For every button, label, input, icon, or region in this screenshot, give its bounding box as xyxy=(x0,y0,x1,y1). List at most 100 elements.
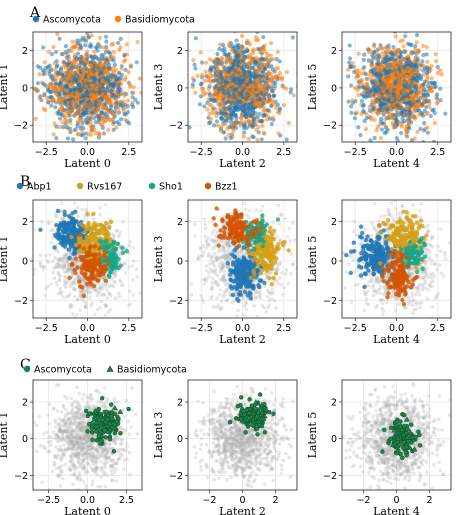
point-background xyxy=(61,261,65,265)
point-ascomycota xyxy=(299,51,303,55)
point-background xyxy=(110,232,114,237)
point-basidiomycota xyxy=(408,150,412,154)
y-tick-label: −2 xyxy=(323,121,337,132)
x-tick-label: 2.5 xyxy=(430,147,445,158)
point-basidiomycota xyxy=(255,137,260,142)
point-background xyxy=(51,270,55,275)
point-background xyxy=(61,256,65,261)
point-ascomycota xyxy=(101,52,106,58)
point-ascomycota xyxy=(377,54,382,59)
point-basidiomycota xyxy=(92,49,97,54)
point-ascomycota xyxy=(438,86,443,91)
point-background xyxy=(81,279,85,284)
point-ascomycota xyxy=(135,100,140,105)
point-background xyxy=(113,275,118,279)
point-basidiomycota xyxy=(205,107,210,112)
point-background xyxy=(108,307,113,312)
point-background xyxy=(64,254,69,258)
point-basidiomycota xyxy=(257,85,262,90)
y-axis-label: Latent 1 xyxy=(0,64,10,111)
point-ascomycota xyxy=(115,77,120,82)
point-ascomycota xyxy=(96,116,101,121)
point-basidiomycota xyxy=(250,51,255,56)
point-ascomycota xyxy=(372,49,377,54)
point-ascomycota xyxy=(346,99,351,104)
point-basidiomycota xyxy=(125,98,130,103)
point-ascomycota xyxy=(68,87,73,93)
point-background xyxy=(87,291,91,295)
point-basidiomycota xyxy=(375,125,380,130)
point-ascomycota xyxy=(69,65,74,70)
point-ascomycota xyxy=(214,83,219,88)
point-background xyxy=(88,295,93,300)
point-basidiomycota xyxy=(254,35,259,40)
point-background xyxy=(127,243,132,248)
point-ascomycota xyxy=(451,116,455,120)
point-basidiomycota xyxy=(68,83,73,88)
x-tick-label: 0.0 xyxy=(80,147,95,158)
point-basidiomycota xyxy=(72,26,76,30)
point-ascomycota xyxy=(111,58,116,63)
point-basidiomycota xyxy=(432,120,437,125)
point-background xyxy=(62,253,66,257)
point-basidiomycota xyxy=(84,117,89,122)
point-ascomycota xyxy=(116,40,121,46)
point-basidiomycota xyxy=(75,119,80,124)
point-basidiomycota xyxy=(275,49,280,55)
point-basidiomycota xyxy=(51,132,56,137)
point-background xyxy=(107,291,112,296)
point-ascomycota xyxy=(361,93,366,99)
point-basidiomycota xyxy=(272,102,277,107)
point-ascomycota xyxy=(229,113,234,118)
point-ascomycota xyxy=(142,67,146,71)
point-basidiomycota xyxy=(429,85,434,90)
point-basidiomycota xyxy=(254,55,259,60)
point-basidiomycota xyxy=(115,103,120,108)
point-ascomycota xyxy=(412,63,417,68)
point-ascomycota xyxy=(213,98,218,103)
point-ascomycota xyxy=(233,87,238,92)
point-ascomycota xyxy=(227,94,232,99)
point-basidiomycota xyxy=(117,47,122,52)
point-ascomycota xyxy=(63,85,68,90)
point-basidiomycota xyxy=(57,125,62,130)
point-ascomycota xyxy=(241,69,247,74)
point-ascomycota xyxy=(73,103,78,108)
point-background xyxy=(84,289,89,294)
point-ascomycota xyxy=(56,109,61,114)
point-ascomycota xyxy=(239,99,244,105)
point-ascomycota xyxy=(71,137,76,142)
point-ascomycota xyxy=(117,86,122,91)
point-background xyxy=(72,280,77,285)
point-basidiomycota xyxy=(253,99,258,104)
point-ascomycota xyxy=(93,120,98,125)
point-ascomycota xyxy=(260,56,265,61)
point-background xyxy=(113,269,117,274)
point-ascomycota xyxy=(78,125,83,131)
point-ascomycota xyxy=(427,98,432,103)
point-ascomycota xyxy=(233,58,238,63)
point-background xyxy=(57,278,62,283)
point-background xyxy=(73,260,77,265)
y-tick-label: −2 xyxy=(14,121,28,132)
point-ascomycota xyxy=(253,111,258,116)
point-basidiomycota xyxy=(210,111,216,116)
point-basidiomycota xyxy=(405,111,410,116)
point-basidiomycota xyxy=(281,85,286,90)
y-tick-label: 2 xyxy=(177,46,183,57)
point-basidiomycota xyxy=(35,88,41,93)
point-background xyxy=(76,273,80,278)
point-basidiomycota xyxy=(409,67,414,73)
legend-label: Sho1 xyxy=(159,182,183,193)
point-basidiomycota xyxy=(259,65,264,70)
point-background xyxy=(68,302,73,307)
point-basidiomycota xyxy=(101,93,106,98)
point-ascomycota xyxy=(250,96,255,101)
point-ascomycota xyxy=(47,69,52,74)
point-basidiomycota xyxy=(276,131,281,136)
point-basidiomycota xyxy=(246,136,251,142)
point-background xyxy=(102,275,106,280)
point-basidiomycota xyxy=(372,117,377,122)
point-background xyxy=(68,304,72,309)
